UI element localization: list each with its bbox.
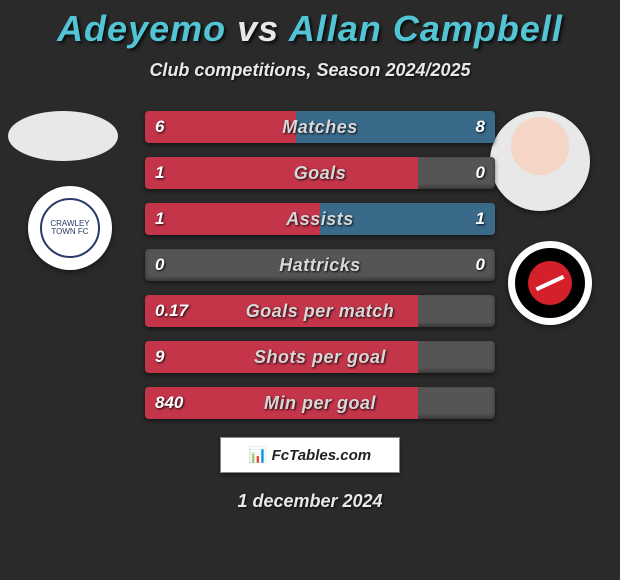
player2-value: 1 <box>466 203 495 235</box>
player2-name: Allan Campbell <box>289 8 563 49</box>
stat-row: Assists1 1 <box>145 203 495 235</box>
crawley-crest-icon: CRAWLEYTOWN FC <box>40 198 100 258</box>
stat-row: Goals1 0 <box>145 157 495 189</box>
stat-label: Shots per goal <box>145 341 495 373</box>
player2-value: 0 <box>466 249 495 281</box>
player1-value: 0.17 <box>145 295 198 327</box>
player1-value: 840 <box>145 387 193 419</box>
player2-value: 8 <box>466 111 495 143</box>
stat-label: Assists <box>145 203 495 235</box>
player1-name: Adeyemo <box>57 8 226 49</box>
fctables-logo: 📊 FcTables.com <box>220 437 400 473</box>
stat-row: Shots per goal9 <box>145 341 495 373</box>
player1-value: 0 <box>145 249 174 281</box>
stat-row: Matches6 8 <box>145 111 495 143</box>
player1-value: 1 <box>145 203 174 235</box>
chart-icon: 📊 <box>249 446 268 464</box>
footer-date: 1 december 2024 <box>0 491 620 512</box>
stat-row: Goals per match0.17 <box>145 295 495 327</box>
stat-label: Matches <box>145 111 495 143</box>
logo-text: FcTables.com <box>272 447 371 464</box>
stat-label: Hattricks <box>145 249 495 281</box>
stat-row: Min per goal840 <box>145 387 495 419</box>
comparison-title: Adeyemo vs Allan Campbell <box>0 0 620 50</box>
stat-label: Goals <box>145 157 495 189</box>
content-area: CRAWLEYTOWN FC Matches68Goals10Assists11… <box>0 111 620 419</box>
player1-value: 1 <box>145 157 174 189</box>
player1-value: 9 <box>145 341 174 373</box>
player1-value: 6 <box>145 111 174 143</box>
subtitle: Club competitions, Season 2024/2025 <box>0 60 620 81</box>
player2-value: 0 <box>466 157 495 189</box>
player1-club-badge: CRAWLEYTOWN FC <box>28 186 112 270</box>
stat-row: Hattricks0 0 <box>145 249 495 281</box>
player2-photo <box>490 111 590 211</box>
player1-photo <box>8 111 118 161</box>
stat-label: Min per goal <box>145 387 495 419</box>
player2-club-badge <box>508 241 592 325</box>
charlton-crest-icon <box>515 248 585 318</box>
stat-bars-container: Matches68Goals10Assists11Hattricks00Goal… <box>145 111 495 419</box>
title-vs: vs <box>237 8 279 49</box>
